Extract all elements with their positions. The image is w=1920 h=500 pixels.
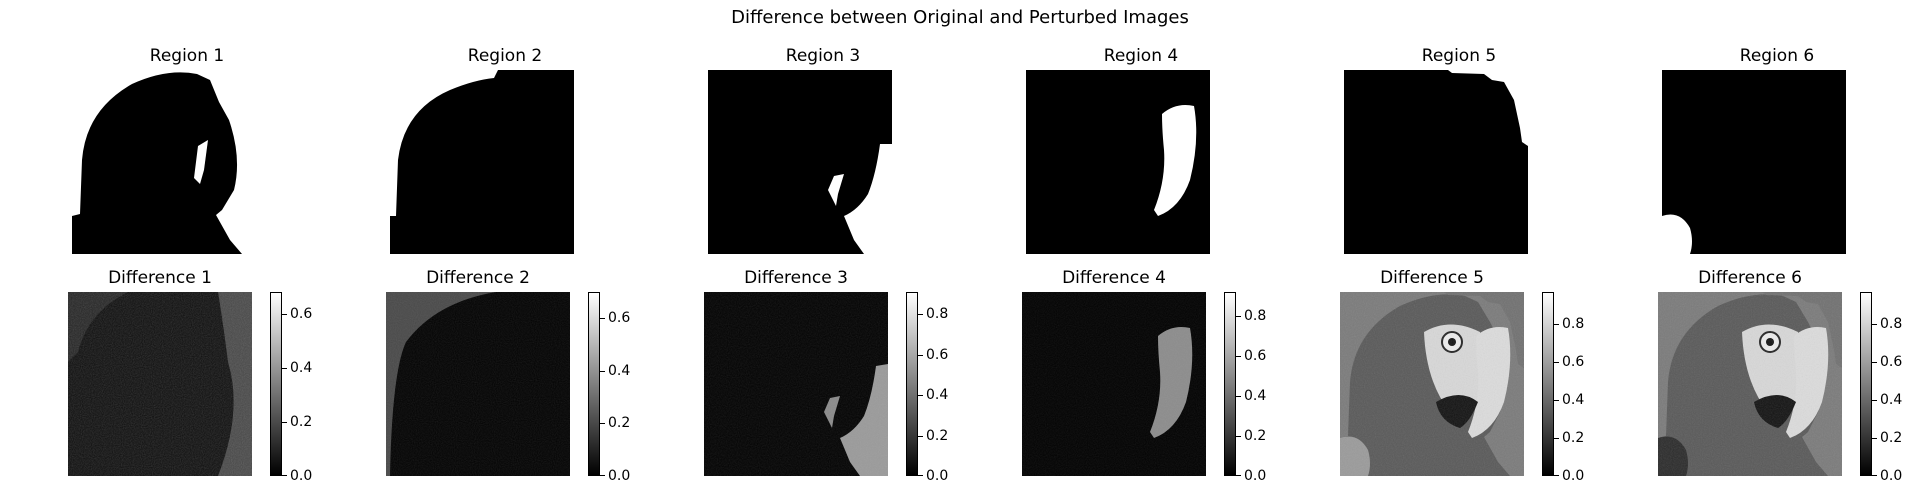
colorbar-tick	[600, 370, 605, 372]
region-3-mask-image	[708, 70, 892, 254]
colorbar-tick	[1872, 475, 1877, 476]
colorbar-tick	[600, 475, 605, 476]
colorbar-tick-label: 0.4	[608, 362, 631, 379]
difference-2-title: Difference 2	[426, 268, 530, 288]
colorbar-tick-label: 0.2	[926, 427, 949, 444]
region-4-mask-image	[1026, 70, 1210, 254]
difference-5-image	[1340, 292, 1524, 476]
difference-6-image	[1658, 292, 1842, 476]
difference-2-colorbar-ticks: 0.0 0.2 0.4 0.6	[600, 292, 640, 483]
difference-4-title: Difference 4	[1062, 268, 1166, 288]
region-5-mask-image	[1344, 70, 1528, 254]
colorbar-tick-label: 0.2	[608, 415, 631, 432]
region-3-title: Region 3	[785, 46, 861, 66]
difference-3-colorbar	[906, 292, 918, 476]
difference-4-image	[1022, 292, 1206, 476]
colorbar-tick	[918, 475, 923, 476]
colorbar-tick-label: 0.0	[1880, 468, 1903, 484]
difference-2-image	[386, 292, 570, 476]
colorbar-tick	[282, 421, 287, 423]
colorbar-tick-label: 0.6	[1562, 354, 1585, 371]
colorbar-tick-label: 0.6	[1244, 348, 1267, 364]
region-5-title: Region 5	[1421, 46, 1497, 66]
difference-6-title: Difference 6	[1698, 268, 1802, 288]
difference-5-colorbar-ticks: 0.0 0.2 0.4 0.6 0.8	[1554, 292, 1594, 483]
difference-5-colorbar	[1542, 292, 1554, 476]
colorbar-tick-label: 0.8	[1562, 316, 1585, 333]
colorbar-tick	[1872, 400, 1877, 402]
region-2-mask-image	[390, 70, 574, 254]
colorbar-tick-label: 0.4	[1562, 392, 1585, 409]
colorbar-tick-label: 0.0	[1562, 468, 1585, 484]
figure-title: Difference between Original and Perturbe…	[731, 7, 1189, 28]
difference-3-title: Difference 3	[744, 268, 848, 288]
colorbar-tick	[1554, 438, 1559, 440]
difference-4-colorbar-ticks: 0.0 0.2 0.4 0.6 0.8	[1236, 292, 1276, 483]
colorbar-tick	[282, 313, 287, 315]
colorbar-tick-label: 0.0	[608, 468, 631, 484]
colorbar-tick-label: 0.6	[608, 310, 631, 327]
region-2-title: Region 2	[467, 46, 543, 66]
colorbar-tick	[600, 318, 605, 320]
colorbar-tick	[1236, 475, 1241, 476]
colorbar-tick	[918, 354, 923, 356]
colorbar-tick-label: 0.2	[290, 413, 313, 430]
colorbar-tick	[918, 435, 923, 437]
colorbar-tick	[1236, 356, 1241, 357]
difference-1-colorbar	[270, 292, 282, 476]
difference-2-colorbar	[588, 292, 600, 476]
colorbar-tick	[1554, 324, 1559, 326]
colorbar-tick	[1554, 400, 1559, 402]
colorbar-tick	[600, 423, 605, 425]
colorbar-tick	[1872, 362, 1877, 364]
colorbar-tick	[1872, 438, 1877, 440]
colorbar-tick-label: 0.8	[1880, 316, 1903, 333]
colorbar-tick-label: 0.6	[926, 346, 949, 363]
colorbar-tick-label: 0.4	[926, 387, 949, 404]
difference-1-image	[68, 292, 252, 476]
colorbar-tick	[1554, 475, 1559, 476]
region-4-title: Region 4	[1103, 46, 1179, 66]
colorbar-tick	[918, 314, 923, 316]
colorbar-tick-label: 0.6	[290, 305, 313, 322]
colorbar-tick	[282, 475, 287, 476]
colorbar-tick-label: 0.2	[1880, 430, 1903, 447]
region-6-mask-image	[1662, 70, 1846, 254]
colorbar-tick	[1236, 436, 1241, 437]
colorbar-tick-label: 0.6	[1880, 354, 1903, 371]
colorbar-tick	[1236, 396, 1241, 397]
colorbar-tick-label: 0.8	[926, 306, 949, 323]
colorbar-tick	[918, 395, 923, 397]
colorbar-tick-label: 0.0	[290, 468, 313, 484]
colorbar-tick-label: 0.4	[1880, 392, 1903, 409]
region-1-title: Region 1	[149, 46, 225, 66]
colorbar-tick	[282, 367, 287, 369]
colorbar-tick-label: 0.2	[1244, 428, 1267, 444]
difference-6-colorbar	[1860, 292, 1872, 476]
colorbar-tick-label: 0.2	[1562, 430, 1585, 447]
difference-3-colorbar-ticks: 0.0 0.2 0.4 0.6 0.8	[918, 292, 958, 483]
difference-1-colorbar-ticks: 0.0 0.2 0.4 0.6	[282, 292, 322, 483]
difference-3-image	[704, 292, 888, 476]
colorbar-tick-label: 0.0	[926, 468, 949, 484]
colorbar-tick-label: 0.0	[1244, 468, 1267, 484]
colorbar-tick-label: 0.4	[1244, 388, 1267, 404]
colorbar-tick	[1872, 324, 1877, 326]
region-1-mask-image	[72, 70, 256, 254]
region-6-title: Region 6	[1739, 46, 1815, 66]
colorbar-tick-label: 0.8	[1244, 308, 1267, 324]
colorbar-tick-label: 0.4	[290, 359, 313, 376]
difference-1-title: Difference 1	[108, 268, 212, 288]
difference-4-colorbar	[1224, 292, 1236, 476]
difference-5-title: Difference 5	[1380, 268, 1484, 288]
difference-6-colorbar-ticks: 0.0 0.2 0.4 0.6 0.8	[1872, 292, 1912, 483]
colorbar-tick	[1554, 362, 1559, 364]
colorbar-tick	[1236, 316, 1241, 317]
